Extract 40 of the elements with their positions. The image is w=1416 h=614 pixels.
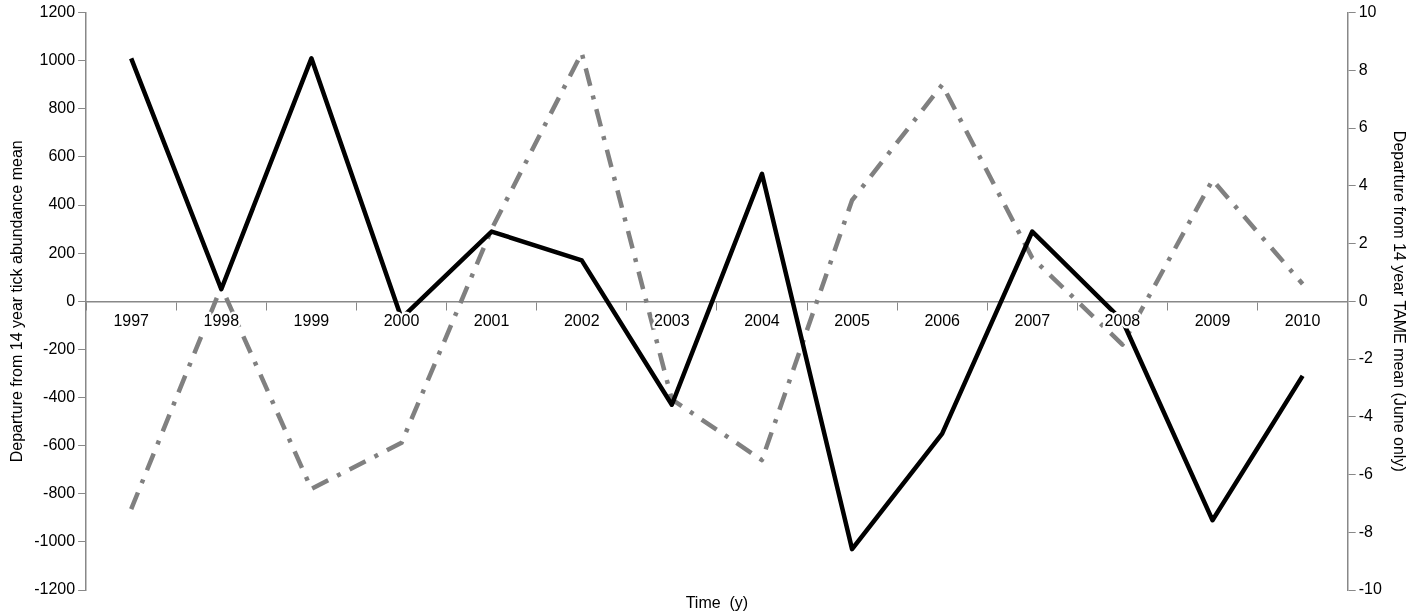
y2-tick-label: 10 (1358, 3, 1377, 21)
y-axis-title: Departure from 14 year tick abundance mean (8, 140, 26, 463)
y2-tick-label: -2 (1358, 349, 1373, 367)
y-tick-label: -600 (43, 436, 76, 454)
y2-tick-label: -10 (1358, 580, 1382, 598)
y-tick-label: 600 (48, 147, 76, 165)
y-tick-label: -800 (43, 484, 76, 502)
y-tick-label: -200 (43, 339, 76, 357)
x-tick-label: 2010 (1284, 311, 1321, 329)
y2-tick-label: -8 (1358, 522, 1373, 540)
x-tick-label: 2003 (654, 311, 690, 329)
x-tick-label: 2000 (383, 311, 420, 329)
y2-tick-label: -4 (1358, 407, 1373, 425)
y2-tick-label: 2 (1358, 233, 1368, 251)
y-tick-label: 0 (66, 291, 76, 309)
y-tick-label: 400 (48, 195, 76, 213)
y-tick-label: 800 (48, 99, 76, 117)
x-tick-label: 1998 (203, 311, 240, 329)
y-tick-label: 1200 (39, 3, 76, 21)
x-tick-label: 2001 (473, 311, 510, 329)
x-tick-label: 2006 (924, 311, 961, 329)
x-axis-title: Time (y) (685, 594, 749, 612)
y-tick-label: -1000 (34, 532, 76, 550)
x-tick-label: 1997 (113, 311, 150, 329)
x-tick-label: 1999 (293, 311, 330, 329)
y-tick-label: -1200 (34, 580, 76, 598)
y2-tick-label: 6 (1358, 118, 1368, 136)
y-tick-label: -400 (43, 387, 76, 405)
x-tick-label: 2009 (1194, 311, 1231, 329)
x-tick-label: 2005 (834, 311, 870, 329)
y2-tick-label: 0 (1358, 291, 1368, 309)
y2-tick-label: 4 (1358, 176, 1368, 194)
y-tick-label: 200 (48, 243, 76, 261)
y2-axis-title: Departure from 14 year TAME mean (June only) (1390, 130, 1408, 472)
y-tick-label: 1000 (39, 51, 76, 69)
y2-tick-label: 8 (1358, 60, 1368, 78)
y2-tick-label: -6 (1358, 464, 1373, 482)
x-tick-label: 2002 (563, 311, 600, 329)
x-tick-label: 2007 (1014, 311, 1051, 329)
x-tick-label: 2004 (744, 311, 780, 329)
